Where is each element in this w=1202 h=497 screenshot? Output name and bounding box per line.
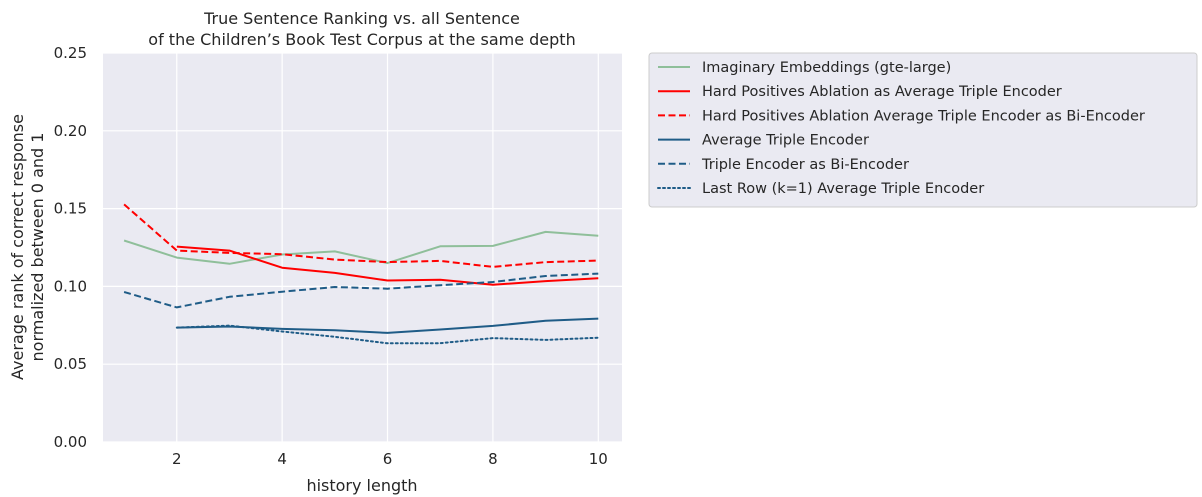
x-tick-label: 8 <box>488 450 498 468</box>
series-line <box>123 203 599 268</box>
legend-label: Hard Positives Ablation as Average Tripl… <box>702 84 1062 100</box>
x-axis-ticks: 2 4 6 8 10 <box>172 450 608 468</box>
chart-title-line-2: of the Children’s Book Test Corpus at th… <box>148 30 575 49</box>
y-axis-ticks: 0.00 0.05 0.10 0.15 0.20 0.25 <box>54 44 87 451</box>
series-line <box>176 245 599 286</box>
x-tick-label: 10 <box>589 450 608 468</box>
legend-label: Hard Positives Ablation Average Triple E… <box>702 108 1145 124</box>
y-tick-label: 0.25 <box>54 44 87 62</box>
chart-title-line-1: True Sentence Ranking vs. all Sentence <box>203 9 520 28</box>
x-tick-label: 6 <box>383 450 393 468</box>
legend-label: Triple Encoder as Bi-Encoder <box>701 157 909 173</box>
y-axis-label-line-2: normalized between 0 and 1 <box>28 133 47 362</box>
legend-items: Imaginary Embeddings (gte-large) Hard Pos… <box>657 60 1145 197</box>
series-line <box>123 272 599 309</box>
legend-label: Last Row (k=1) Average Triple Encoder <box>702 181 984 197</box>
y-tick-label: 0.15 <box>54 200 87 218</box>
series-line <box>123 230 599 265</box>
x-tick-label: 2 <box>172 450 182 468</box>
legend-box <box>648 52 1198 208</box>
legend-label: Average Triple Encoder <box>702 133 869 149</box>
y-tick-label: 0.10 <box>54 277 87 295</box>
series-lines <box>123 203 600 345</box>
y-tick-label: 0.20 <box>54 122 87 140</box>
legend-label: Imaginary Embeddings (gte-large) <box>702 60 951 76</box>
x-axis-label: history length <box>306 476 417 495</box>
y-tick-label: 0.00 <box>54 433 87 451</box>
y-tick-label: 0.05 <box>54 355 87 373</box>
grid <box>103 52 622 443</box>
y-axis-label-line-1: Average rank of correct response <box>8 114 27 380</box>
x-tick-label: 4 <box>277 450 287 468</box>
series-line <box>175 324 600 345</box>
legend: Imaginary Embeddings (gte-large) Hard Pos… <box>648 52 1198 208</box>
